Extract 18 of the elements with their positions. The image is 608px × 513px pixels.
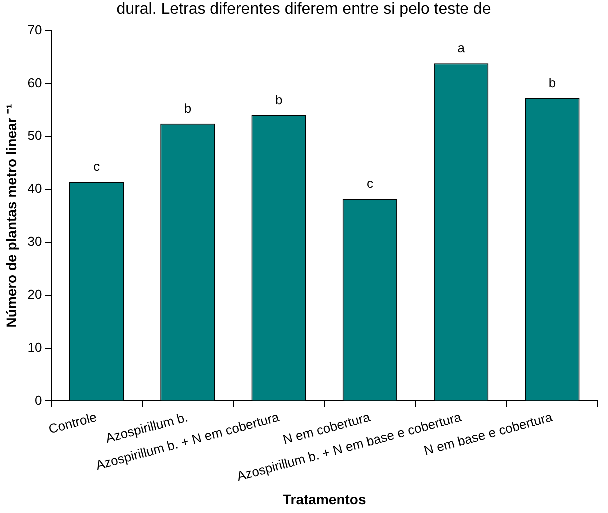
annotation: c (366, 176, 374, 192)
x-tick-label: Controle (47, 410, 99, 437)
annotation: b (184, 101, 192, 116)
y-tick-label: 0 (35, 392, 42, 408)
y-axis-title: Número de plantas metro linear ⁻¹ (3, 104, 20, 328)
x-axis-title: Tratamentos (283, 491, 366, 508)
y-tick-label: 10 (28, 340, 42, 355)
annotation: a (458, 40, 466, 56)
annotation: c (94, 159, 101, 174)
text: dural. Letras diferentes diferem entre si pelo teste de (116, 0, 492, 20)
annotation: b (275, 92, 283, 108)
y-tick-label: 40 (28, 181, 42, 196)
y-tick-label: 20 (28, 286, 42, 302)
y-tick-label: 70 (28, 22, 42, 38)
y-tick-label: 60 (28, 75, 42, 90)
annotation: b (548, 76, 556, 91)
y-tick-label: 30 (28, 234, 42, 250)
y-tick-label: 50 (28, 128, 42, 144)
